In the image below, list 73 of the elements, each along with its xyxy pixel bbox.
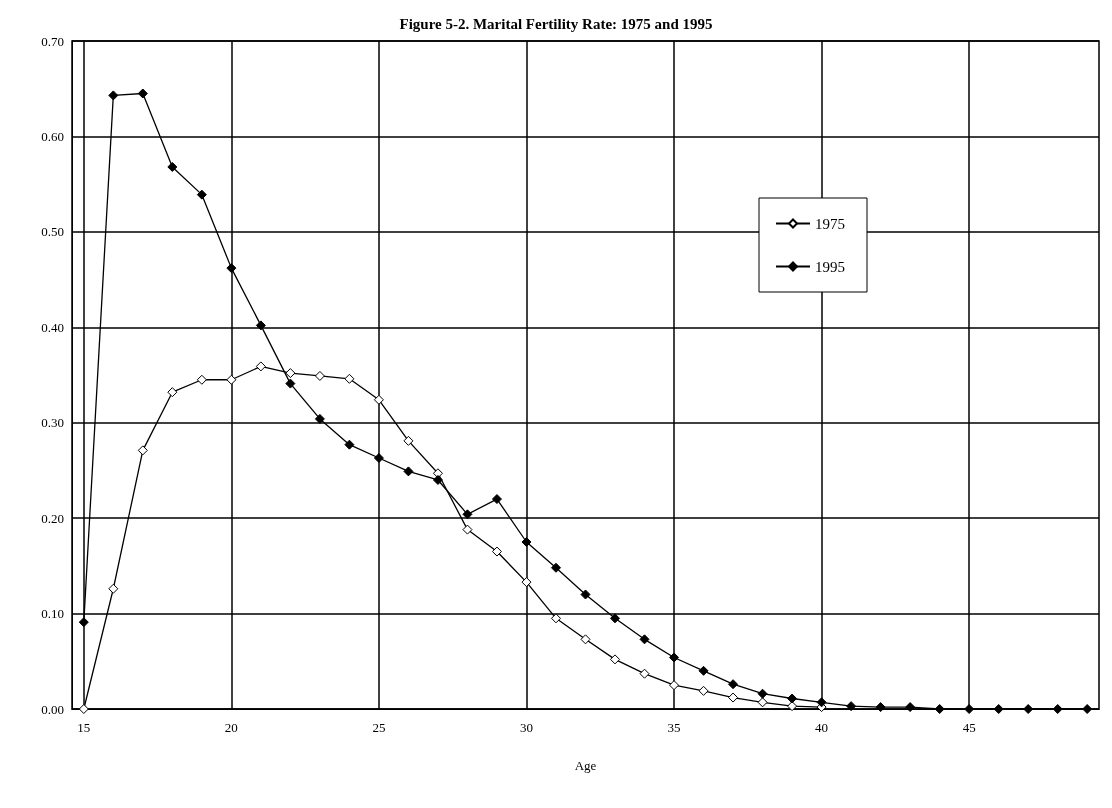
y-tick-label: 0.70 [41, 33, 64, 49]
y-tick-label: 0.20 [41, 510, 64, 526]
x-tick-label: 20 [224, 720, 238, 735]
point [757, 688, 768, 699]
y-tick-label: 0.30 [41, 415, 64, 431]
point [816, 697, 827, 708]
y-tick-label: 0.60 [41, 128, 64, 144]
point [226, 374, 237, 385]
legend-label: 1975 [815, 215, 845, 232]
point [610, 654, 621, 665]
point [698, 685, 709, 696]
point [521, 537, 532, 547]
y-tick-label: 0.10 [41, 606, 64, 622]
point [462, 524, 473, 535]
y-tick-label: 0.50 [41, 224, 64, 240]
chart-title: Figure 5-2. Marital Fertility Rate: 1975 and 1995 [399, 15, 713, 32]
point [108, 90, 119, 101]
point [787, 701, 798, 712]
point [196, 374, 207, 385]
x-axis-title: Age [574, 758, 597, 773]
x-tick-label: 30 [519, 720, 533, 735]
point [550, 613, 561, 624]
point [285, 378, 296, 389]
point [610, 613, 621, 624]
point [314, 413, 325, 424]
point [285, 368, 296, 379]
point [137, 445, 148, 456]
point [1082, 704, 1093, 714]
point [491, 546, 502, 557]
point [344, 439, 355, 450]
x-tick-label: 25 [372, 720, 386, 735]
point [550, 562, 561, 573]
x-tick-label: 15 [77, 720, 91, 735]
point [137, 88, 148, 99]
point [403, 466, 414, 477]
legend-label: 1995 [815, 258, 845, 275]
point [226, 263, 237, 274]
point [167, 161, 178, 172]
point [255, 361, 266, 372]
point [698, 665, 709, 676]
point [255, 320, 266, 331]
point [905, 702, 916, 713]
point [846, 701, 857, 712]
point [521, 577, 532, 588]
point [669, 680, 680, 691]
point [491, 494, 502, 505]
point [344, 373, 355, 384]
y-tick-label: 0.00 [41, 701, 64, 717]
y-tick-label: 0.40 [41, 319, 64, 335]
point [462, 509, 473, 520]
x-tick-label: 45 [962, 720, 976, 735]
point [78, 704, 89, 714]
x-tick-label: 35 [667, 720, 681, 735]
point [78, 617, 89, 628]
point [580, 634, 591, 645]
point [757, 697, 768, 708]
point [580, 589, 591, 600]
point [196, 189, 207, 200]
point [314, 370, 325, 381]
point [403, 435, 414, 446]
point [875, 702, 886, 713]
point [373, 453, 384, 464]
point [669, 652, 680, 663]
point [432, 474, 443, 485]
point [373, 394, 384, 405]
point [787, 693, 798, 704]
point [639, 668, 650, 679]
point [108, 583, 119, 594]
point [728, 679, 739, 690]
x-tick-label: 40 [815, 720, 829, 735]
point [728, 692, 739, 703]
point [167, 387, 178, 398]
point [639, 634, 650, 645]
